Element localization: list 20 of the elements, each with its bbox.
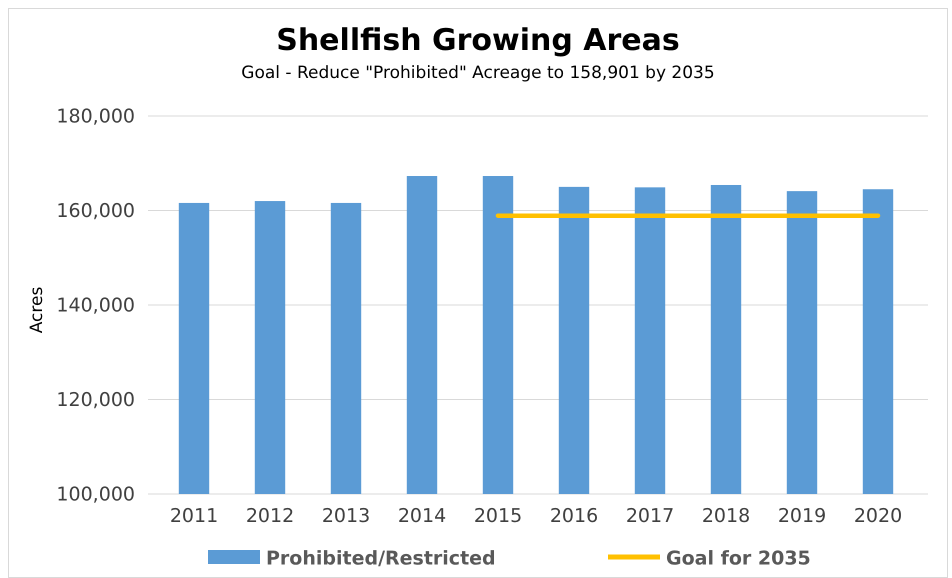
y-tick-label: 160,000	[56, 200, 135, 222]
legend-label: Prohibited/Restricted	[266, 548, 496, 570]
chart-title: Shellfish Growing Areas	[276, 23, 680, 58]
chart-subtitle: Goal - Reduce "Prohibited" Acreage to 158,901 by 2035	[241, 63, 715, 83]
x-tick-label: 2011	[170, 505, 218, 527]
y-tick-label: 100,000	[56, 484, 135, 506]
legend-label: Goal for 2035	[666, 548, 811, 570]
x-tick-label: 2017	[626, 505, 674, 527]
x-tick-label: 2016	[550, 505, 598, 527]
x-tick-label: 2020	[854, 505, 902, 527]
y-tick-label: 120,000	[56, 389, 135, 412]
x-tick-label: 2019	[778, 505, 826, 527]
x-tick-label: 2015	[474, 505, 522, 527]
x-tick-label: 2012	[246, 505, 294, 527]
x-tick-label: 2014	[398, 505, 446, 527]
y-axis-title: Acres	[27, 286, 47, 334]
y-tick-label: 180,000	[56, 106, 135, 128]
x-tick-label: 2013	[322, 505, 370, 527]
x-tick-label: 2018	[702, 505, 750, 527]
y-tick-label: 140,000	[56, 294, 135, 317]
